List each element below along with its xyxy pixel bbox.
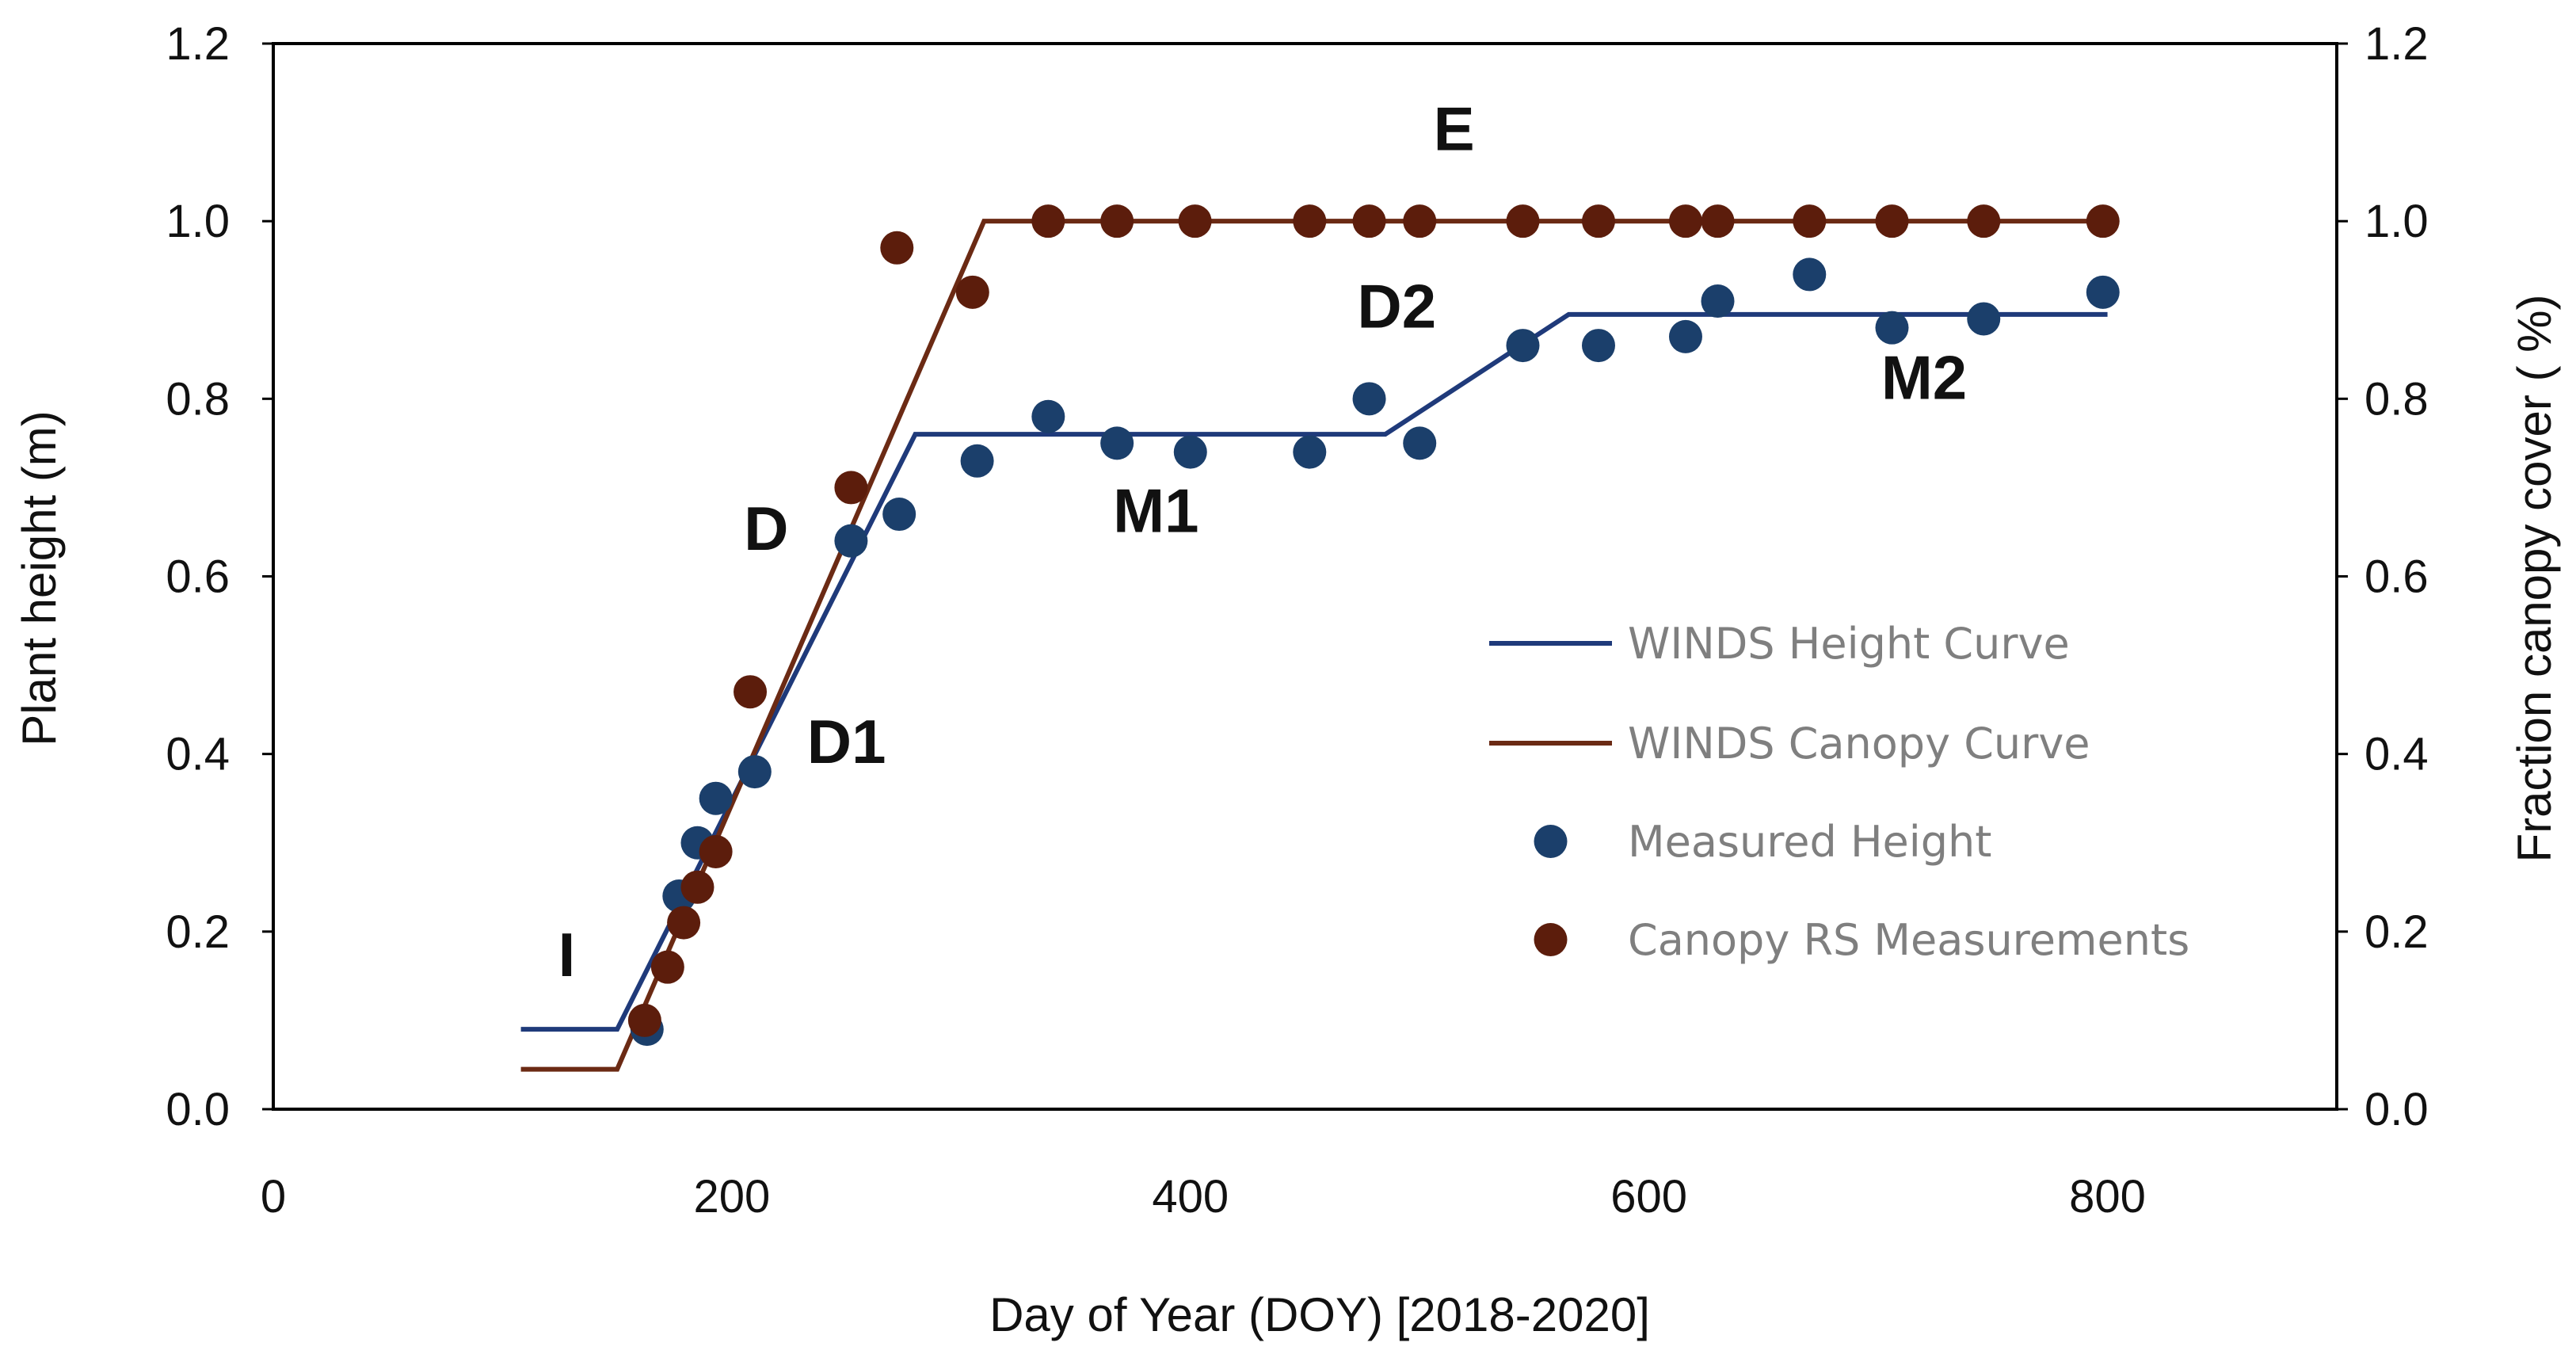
measured-height-point [1403, 426, 1437, 460]
x-tick-label: 800 [2069, 1171, 2146, 1222]
x-tick-label: 0 [261, 1171, 286, 1222]
measured-height-point [1293, 435, 1327, 469]
phase-label-d1: D1 [807, 707, 886, 776]
x-tick-label: 200 [693, 1171, 770, 1222]
measured-height-point [1668, 319, 1702, 353]
y-tick-label: 0.2 [166, 906, 230, 958]
y-tick-label: 1.0 [166, 196, 230, 247]
canopy-rs-measurements-point [1352, 204, 1386, 238]
measured-height-point [960, 444, 994, 478]
y-tick-label: 1.2 [166, 18, 230, 70]
canopy-rs-measurements-point [1293, 204, 1327, 238]
y2-tick-label: 1.0 [2365, 196, 2429, 247]
legend-swatch-measured-height [1534, 825, 1568, 858]
y2-tick-label: 0.8 [2365, 373, 2429, 425]
canopy-rs-measurements-point [1403, 204, 1437, 238]
legend-swatch-canopy-rs-measurements [1534, 923, 1568, 956]
legend-label-winds-height-curve: WINDS Height Curve [1628, 619, 2070, 669]
legend: WINDS Height Curve WINDS Canopy Curve Meas… [1489, 619, 2189, 965]
measured-height-point [699, 781, 733, 815]
canopy-rs-measurements-point [1031, 204, 1065, 238]
measured-height-point [1100, 426, 1134, 460]
y2-axis-title: Fraction canopy cover ( %) [2508, 295, 2561, 863]
y2-tick-label: 0.4 [2365, 729, 2429, 780]
x-axis-title: Day of Year (DOY) [2018-2020] [989, 1288, 1650, 1341]
canopy-rs-measurements-point [650, 950, 684, 984]
phase-label-i: I [558, 920, 576, 990]
y2-tick-label: 1.2 [2365, 18, 2429, 70]
canopy-rs-measurements-point [955, 275, 989, 309]
measured-height-point [1875, 311, 1909, 345]
canopy-rs-measurements-point [667, 906, 701, 940]
canopy-rs-measurements-point [1581, 204, 1615, 238]
canopy-rs-measurements-point [880, 231, 914, 265]
canopy-rs-measurements-point [699, 834, 733, 868]
phase-label-m2: M2 [1881, 342, 1967, 412]
right-y-axis: 0.0 0.2 0.4 0.6 0.8 1.0 1.2 [2337, 18, 2429, 1135]
phase-label-d2: D2 [1357, 272, 1436, 341]
canopy-rs-measurements-point [627, 1003, 661, 1037]
canopy-rs-measurements-point [734, 675, 768, 709]
canopy-rs-measurements-point [1100, 204, 1134, 238]
measured-height-point [1031, 399, 1065, 433]
phase-label-d: D [744, 494, 788, 563]
measured-height-point [1701, 284, 1735, 318]
legend-label-winds-canopy-curve: WINDS Canopy Curve [1628, 719, 2090, 769]
annotation-layer: I D D1 M1 D2 M2 E [558, 94, 1968, 990]
canopy-rs-measurements-point [680, 870, 714, 904]
y-tick-label: 0.4 [166, 729, 230, 780]
series-layer [520, 204, 2120, 1072]
y2-tick-label: 0.2 [2365, 906, 2429, 958]
measured-height-point [834, 524, 868, 558]
y-tick-label: 0.8 [166, 373, 230, 425]
legend-label-measured-height: Measured Height [1628, 817, 1991, 867]
winds-height-curve-line [520, 311, 2108, 1032]
canopy-rs-measurements-point [2086, 204, 2120, 238]
canopy-rs-measurements-point [1875, 204, 1909, 238]
measured-height-point [2086, 275, 2120, 309]
canopy-rs-measurements-point [1178, 204, 1212, 238]
canopy-rs-measurements-point [834, 471, 868, 505]
canopy-rs-measurements-point [1668, 204, 1702, 238]
measured-height-point [1352, 382, 1386, 416]
y2-tick-label: 0.0 [2365, 1084, 2429, 1135]
winds-canopy-curve-line [520, 219, 2108, 1072]
phase-label-e: E [1434, 94, 1475, 164]
measured-height-point [882, 498, 916, 532]
canopy-rs-measurements-point [1506, 204, 1540, 238]
x-tick-label: 400 [1152, 1171, 1229, 1222]
x-tick-label: 600 [1610, 1171, 1687, 1222]
y-axis-title: Plant height (m) [13, 410, 66, 746]
measured-height-point [1506, 329, 1540, 363]
y-tick-label: 0.6 [166, 551, 230, 603]
canopy-rs-measurements-point [1967, 204, 2001, 238]
left-y-axis: 0.0 0.2 0.4 0.6 0.8 1.0 1.2 [166, 18, 273, 1135]
measured-height-point [1581, 329, 1615, 363]
phase-label-m1: M1 [1113, 475, 1198, 545]
measured-height-point [1173, 435, 1207, 469]
x-axis: 0 200 400 600 800 [261, 1171, 2146, 1222]
canopy-rs-measurements-point [1701, 204, 1735, 238]
measured-height-point [1793, 257, 1827, 292]
y2-tick-label: 0.6 [2365, 551, 2429, 603]
y-tick-label: 0.0 [166, 1084, 230, 1135]
measured-height-point [1967, 302, 2001, 336]
measured-height-point [737, 755, 772, 789]
legend-label-canopy-rs-measurements: Canopy RS Measurements [1628, 915, 2189, 965]
canopy-rs-measurements-point [1793, 204, 1827, 238]
